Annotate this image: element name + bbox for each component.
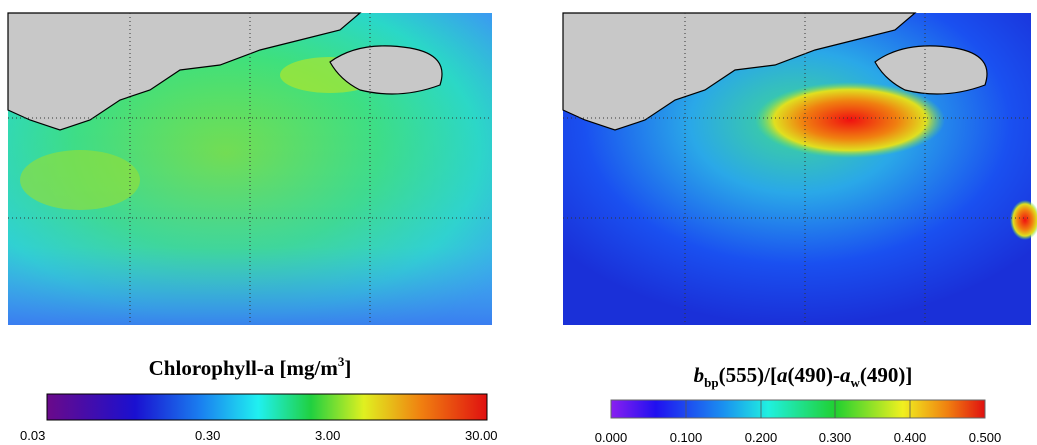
colorbar-tick-label: 0.500 xyxy=(969,430,1002,445)
backscatter-map xyxy=(562,12,1037,325)
title-part: 3 xyxy=(338,354,345,369)
title-part: (490)] xyxy=(860,363,912,387)
colorbar xyxy=(46,393,488,421)
chlorophyll-map xyxy=(7,12,492,325)
title-part: a xyxy=(840,363,851,387)
colorbar xyxy=(610,399,986,419)
colorbar-tick-label: 0.100 xyxy=(670,430,703,445)
title-part: Chlorophyll-a [mg/m xyxy=(149,356,339,380)
title-part: ] xyxy=(344,356,351,380)
title-part: a xyxy=(777,363,788,387)
title-part: b xyxy=(694,363,705,387)
colorbar-tick-label: 0.000 xyxy=(595,430,628,445)
title-part: (490)- xyxy=(787,363,839,387)
colorbar-tick-label: 0.03 xyxy=(20,428,45,443)
colorbar-tick-label: 30.00 xyxy=(465,428,498,443)
colorbar-tick-label: 0.200 xyxy=(745,430,778,445)
title-part: bp xyxy=(704,375,718,390)
title-part: w xyxy=(850,375,860,390)
colorbar-tick-label: 0.300 xyxy=(819,430,852,445)
panel-title: Chlorophyll-a [mg/m3] xyxy=(149,354,352,380)
colorbar-tick-label: 3.00 xyxy=(315,428,340,443)
panel-title: bbp(555)/[a(490)-aw(490)] xyxy=(694,363,913,390)
colorbar-tick-label: 0.400 xyxy=(894,430,927,445)
colorbar-tick-label: 0.30 xyxy=(195,428,220,443)
title-part: (555)/[ xyxy=(719,363,777,387)
